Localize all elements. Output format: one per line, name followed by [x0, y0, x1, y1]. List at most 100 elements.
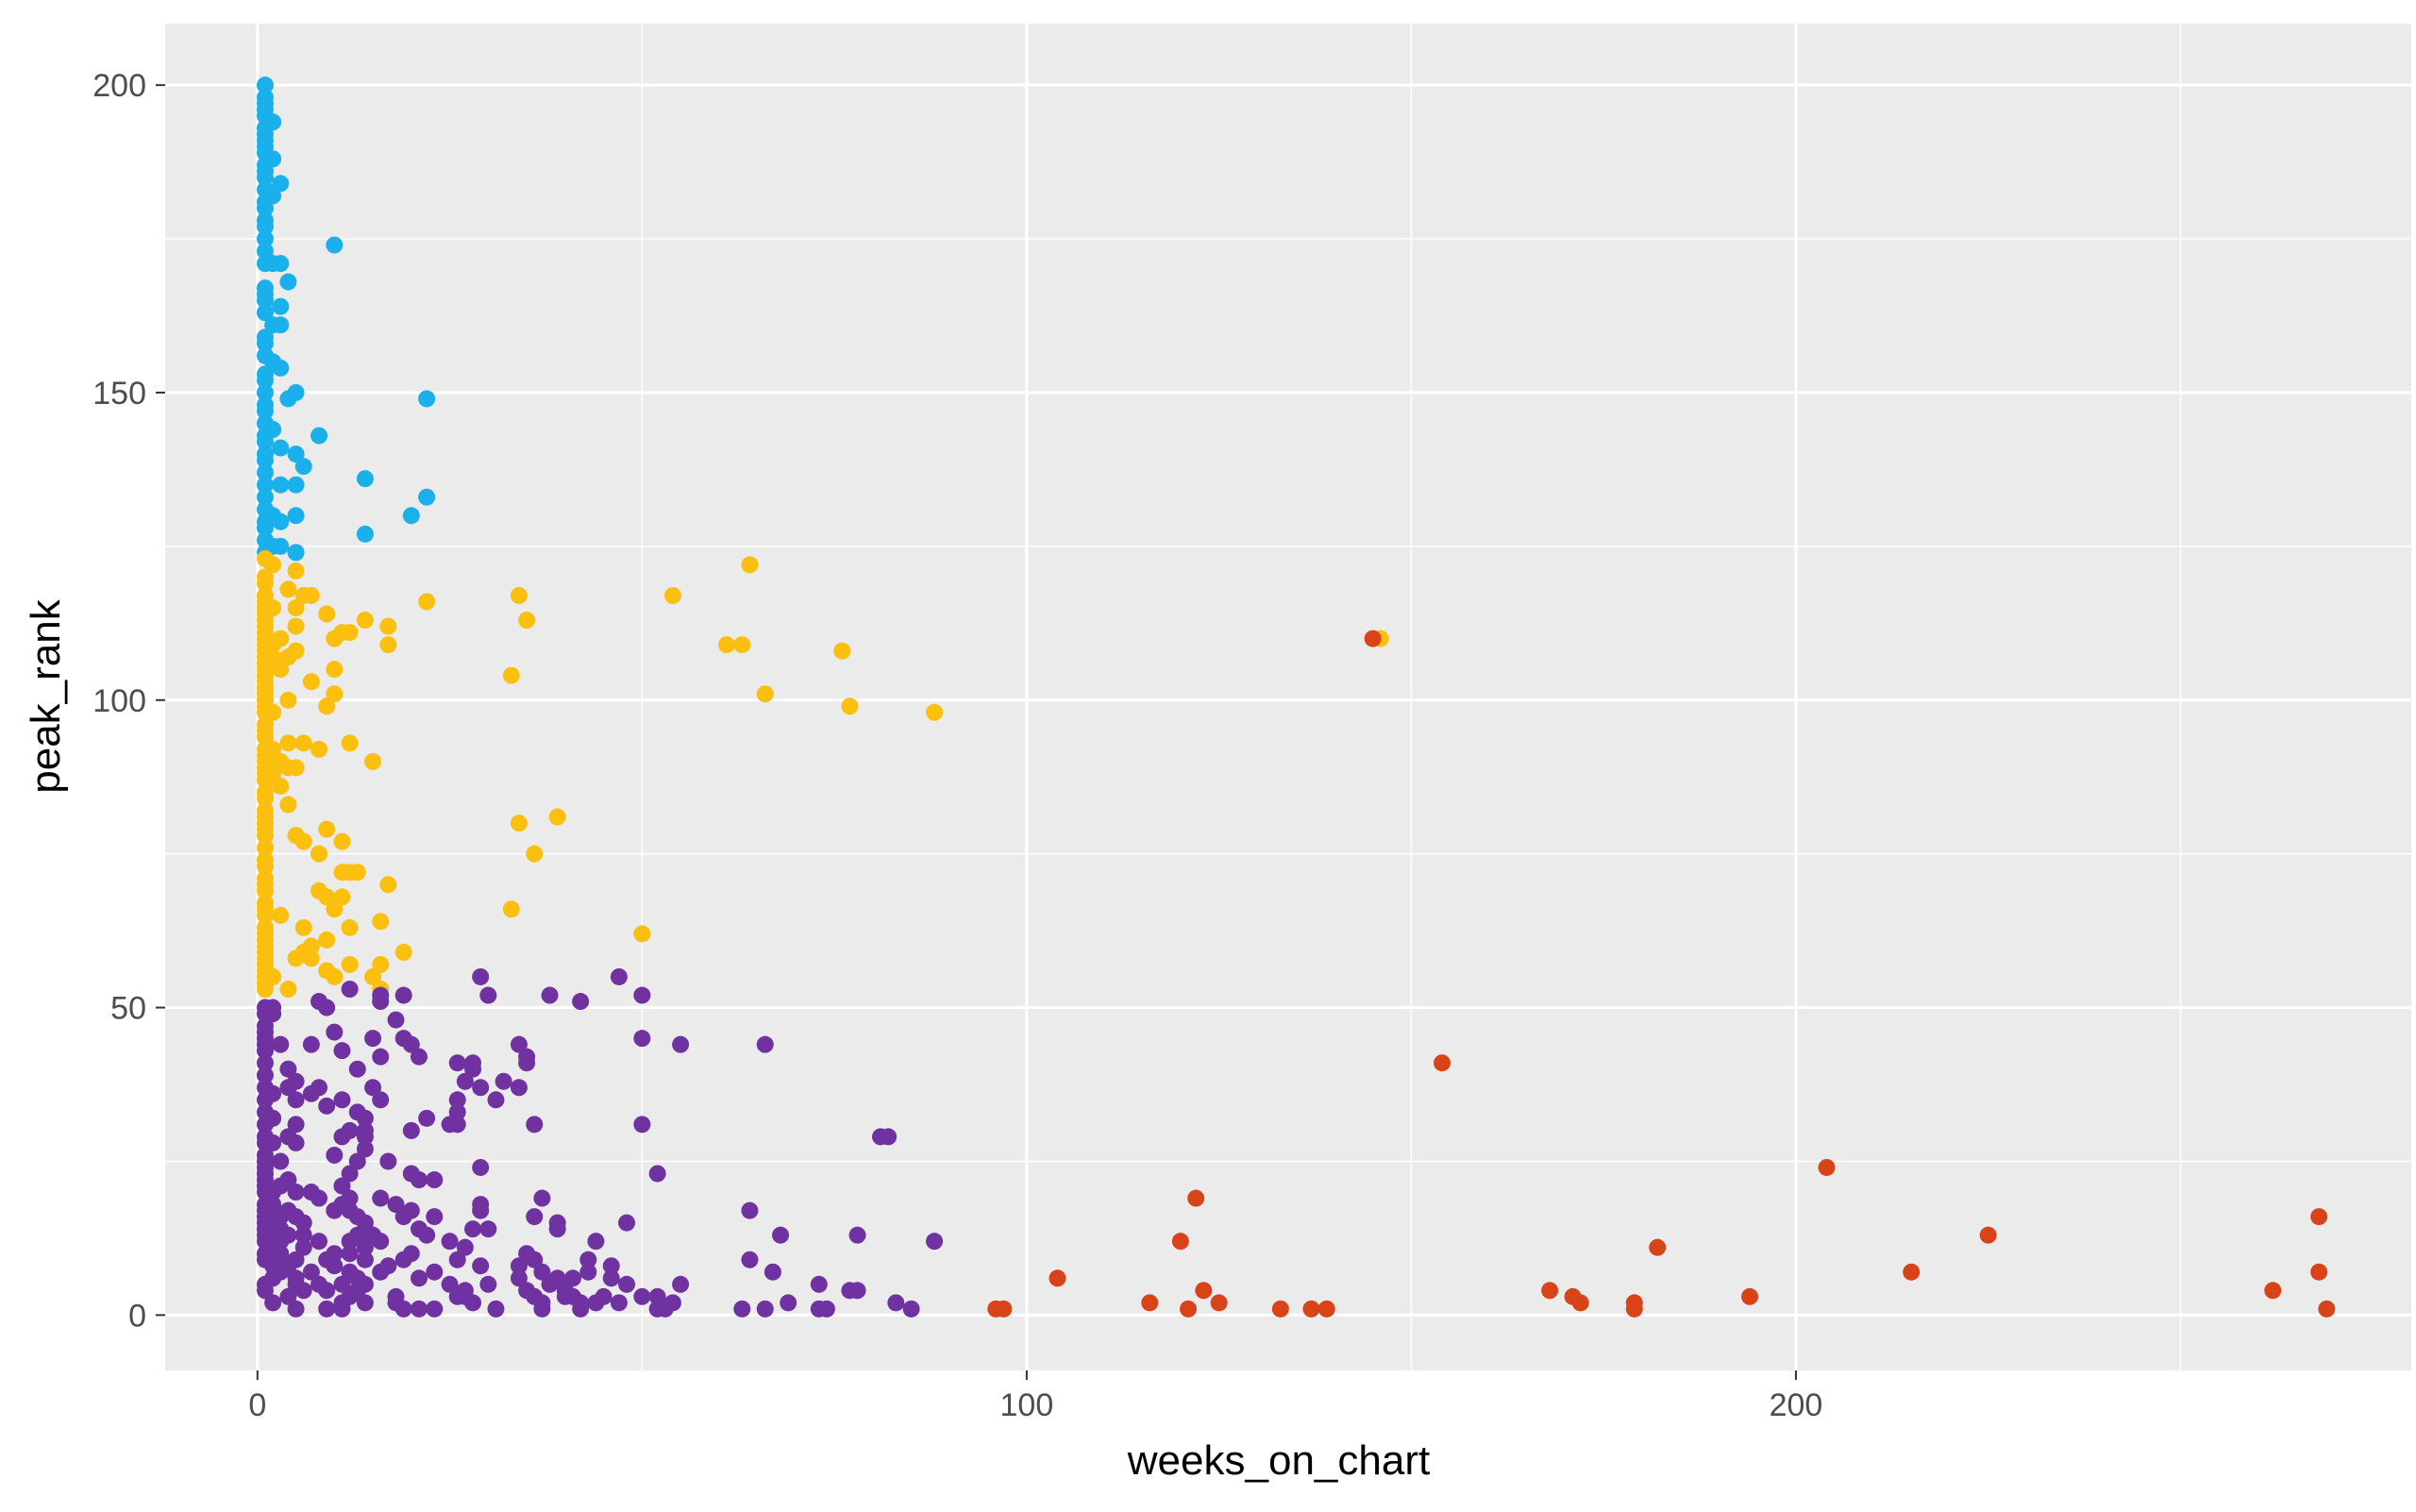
- data-point: [633, 1287, 651, 1305]
- data-point: [402, 507, 420, 525]
- data-point: [441, 1233, 459, 1251]
- data-point: [256, 476, 274, 494]
- data-point: [279, 580, 297, 598]
- data-point: [464, 1220, 482, 1238]
- data-point: [1434, 1054, 1451, 1072]
- data-point: [672, 1035, 690, 1053]
- data-point: [279, 1079, 297, 1097]
- data-point: [741, 556, 759, 574]
- data-point: [256, 292, 274, 310]
- data-point: [287, 383, 305, 401]
- data-point: [1210, 1294, 1228, 1312]
- data-point: [902, 1300, 920, 1318]
- data-point: [648, 1287, 666, 1305]
- panel-background: [165, 24, 2411, 1370]
- data-point: [772, 1226, 790, 1244]
- data-point: [563, 1269, 581, 1287]
- data-point: [294, 1238, 312, 1256]
- data-point: [302, 949, 320, 967]
- data-point: [618, 1275, 636, 1293]
- data-point: [410, 1300, 428, 1318]
- data-point: [256, 218, 274, 236]
- data-point: [2264, 1282, 2282, 1300]
- data-point: [272, 175, 290, 193]
- data-point: [348, 1152, 366, 1170]
- data-point: [272, 512, 290, 530]
- data-point: [472, 1158, 490, 1176]
- data-point: [372, 1263, 390, 1281]
- data-point: [733, 1300, 751, 1318]
- data-point: [602, 1269, 620, 1287]
- data-point: [256, 168, 274, 186]
- data-point: [610, 1294, 628, 1312]
- data-point: [310, 740, 328, 758]
- data-point: [526, 1208, 544, 1226]
- data-point: [341, 1165, 359, 1183]
- data-point: [1302, 1300, 1320, 1318]
- data-point: [487, 1300, 505, 1318]
- data-point: [318, 820, 336, 838]
- data-point: [333, 1042, 351, 1060]
- data-point: [318, 1097, 336, 1115]
- data-point: [272, 1208, 290, 1226]
- data-point: [256, 574, 274, 592]
- data-point: [456, 1238, 474, 1256]
- data-point: [294, 458, 312, 476]
- data-point: [394, 943, 412, 961]
- data-point: [426, 1208, 444, 1226]
- data-point: [294, 832, 312, 850]
- data-point: [1649, 1238, 1667, 1256]
- data-point: [526, 1251, 544, 1268]
- data-point: [294, 1282, 312, 1300]
- data-point: [326, 1201, 344, 1219]
- data-point: [272, 255, 290, 273]
- data-point: [294, 918, 312, 936]
- data-point: [526, 845, 544, 863]
- data-point: [526, 1116, 544, 1134]
- y-tick-label: 200: [92, 68, 146, 104]
- data-point: [264, 1005, 282, 1023]
- data-point: [341, 1245, 359, 1263]
- data-point: [741, 1251, 759, 1268]
- data-point: [448, 1103, 466, 1121]
- data-point: [256, 882, 274, 899]
- data-point: [318, 999, 336, 1016]
- data-point: [356, 612, 374, 630]
- data-point: [302, 586, 320, 604]
- data-point: [256, 839, 274, 857]
- data-point: [287, 949, 305, 967]
- data-point: [356, 1109, 374, 1127]
- data-point: [926, 703, 944, 721]
- data-point: [356, 470, 374, 488]
- data-point: [272, 297, 290, 315]
- data-point: [1049, 1269, 1066, 1287]
- data-point: [326, 1257, 344, 1275]
- data-point: [448, 1091, 466, 1109]
- data-point: [272, 1035, 290, 1053]
- data-point: [372, 913, 390, 931]
- data-point: [510, 586, 528, 604]
- data-point: [995, 1300, 1013, 1318]
- data-point: [310, 1233, 328, 1251]
- data-point: [256, 1091, 274, 1109]
- x-axis-title: weeks_on_chart: [1127, 1437, 1430, 1484]
- data-point: [287, 1300, 305, 1318]
- data-point: [518, 612, 536, 630]
- data-point: [272, 906, 290, 924]
- data-point: [448, 1251, 466, 1268]
- x-tick-label: 200: [1770, 1387, 1823, 1423]
- data-point: [394, 1251, 412, 1268]
- data-point: [1541, 1282, 1559, 1300]
- data-point: [279, 1287, 297, 1305]
- data-point: [372, 986, 390, 1004]
- data-point: [633, 986, 651, 1004]
- data-point: [1271, 1300, 1289, 1318]
- y-axis: 0 50 100 150 200: [92, 68, 165, 1334]
- data-point: [326, 685, 344, 703]
- data-point: [272, 537, 290, 555]
- data-point: [318, 697, 336, 715]
- data-point: [479, 1220, 497, 1238]
- data-point: [348, 1060, 366, 1078]
- data-point: [394, 1300, 412, 1318]
- data-point: [587, 1294, 605, 1312]
